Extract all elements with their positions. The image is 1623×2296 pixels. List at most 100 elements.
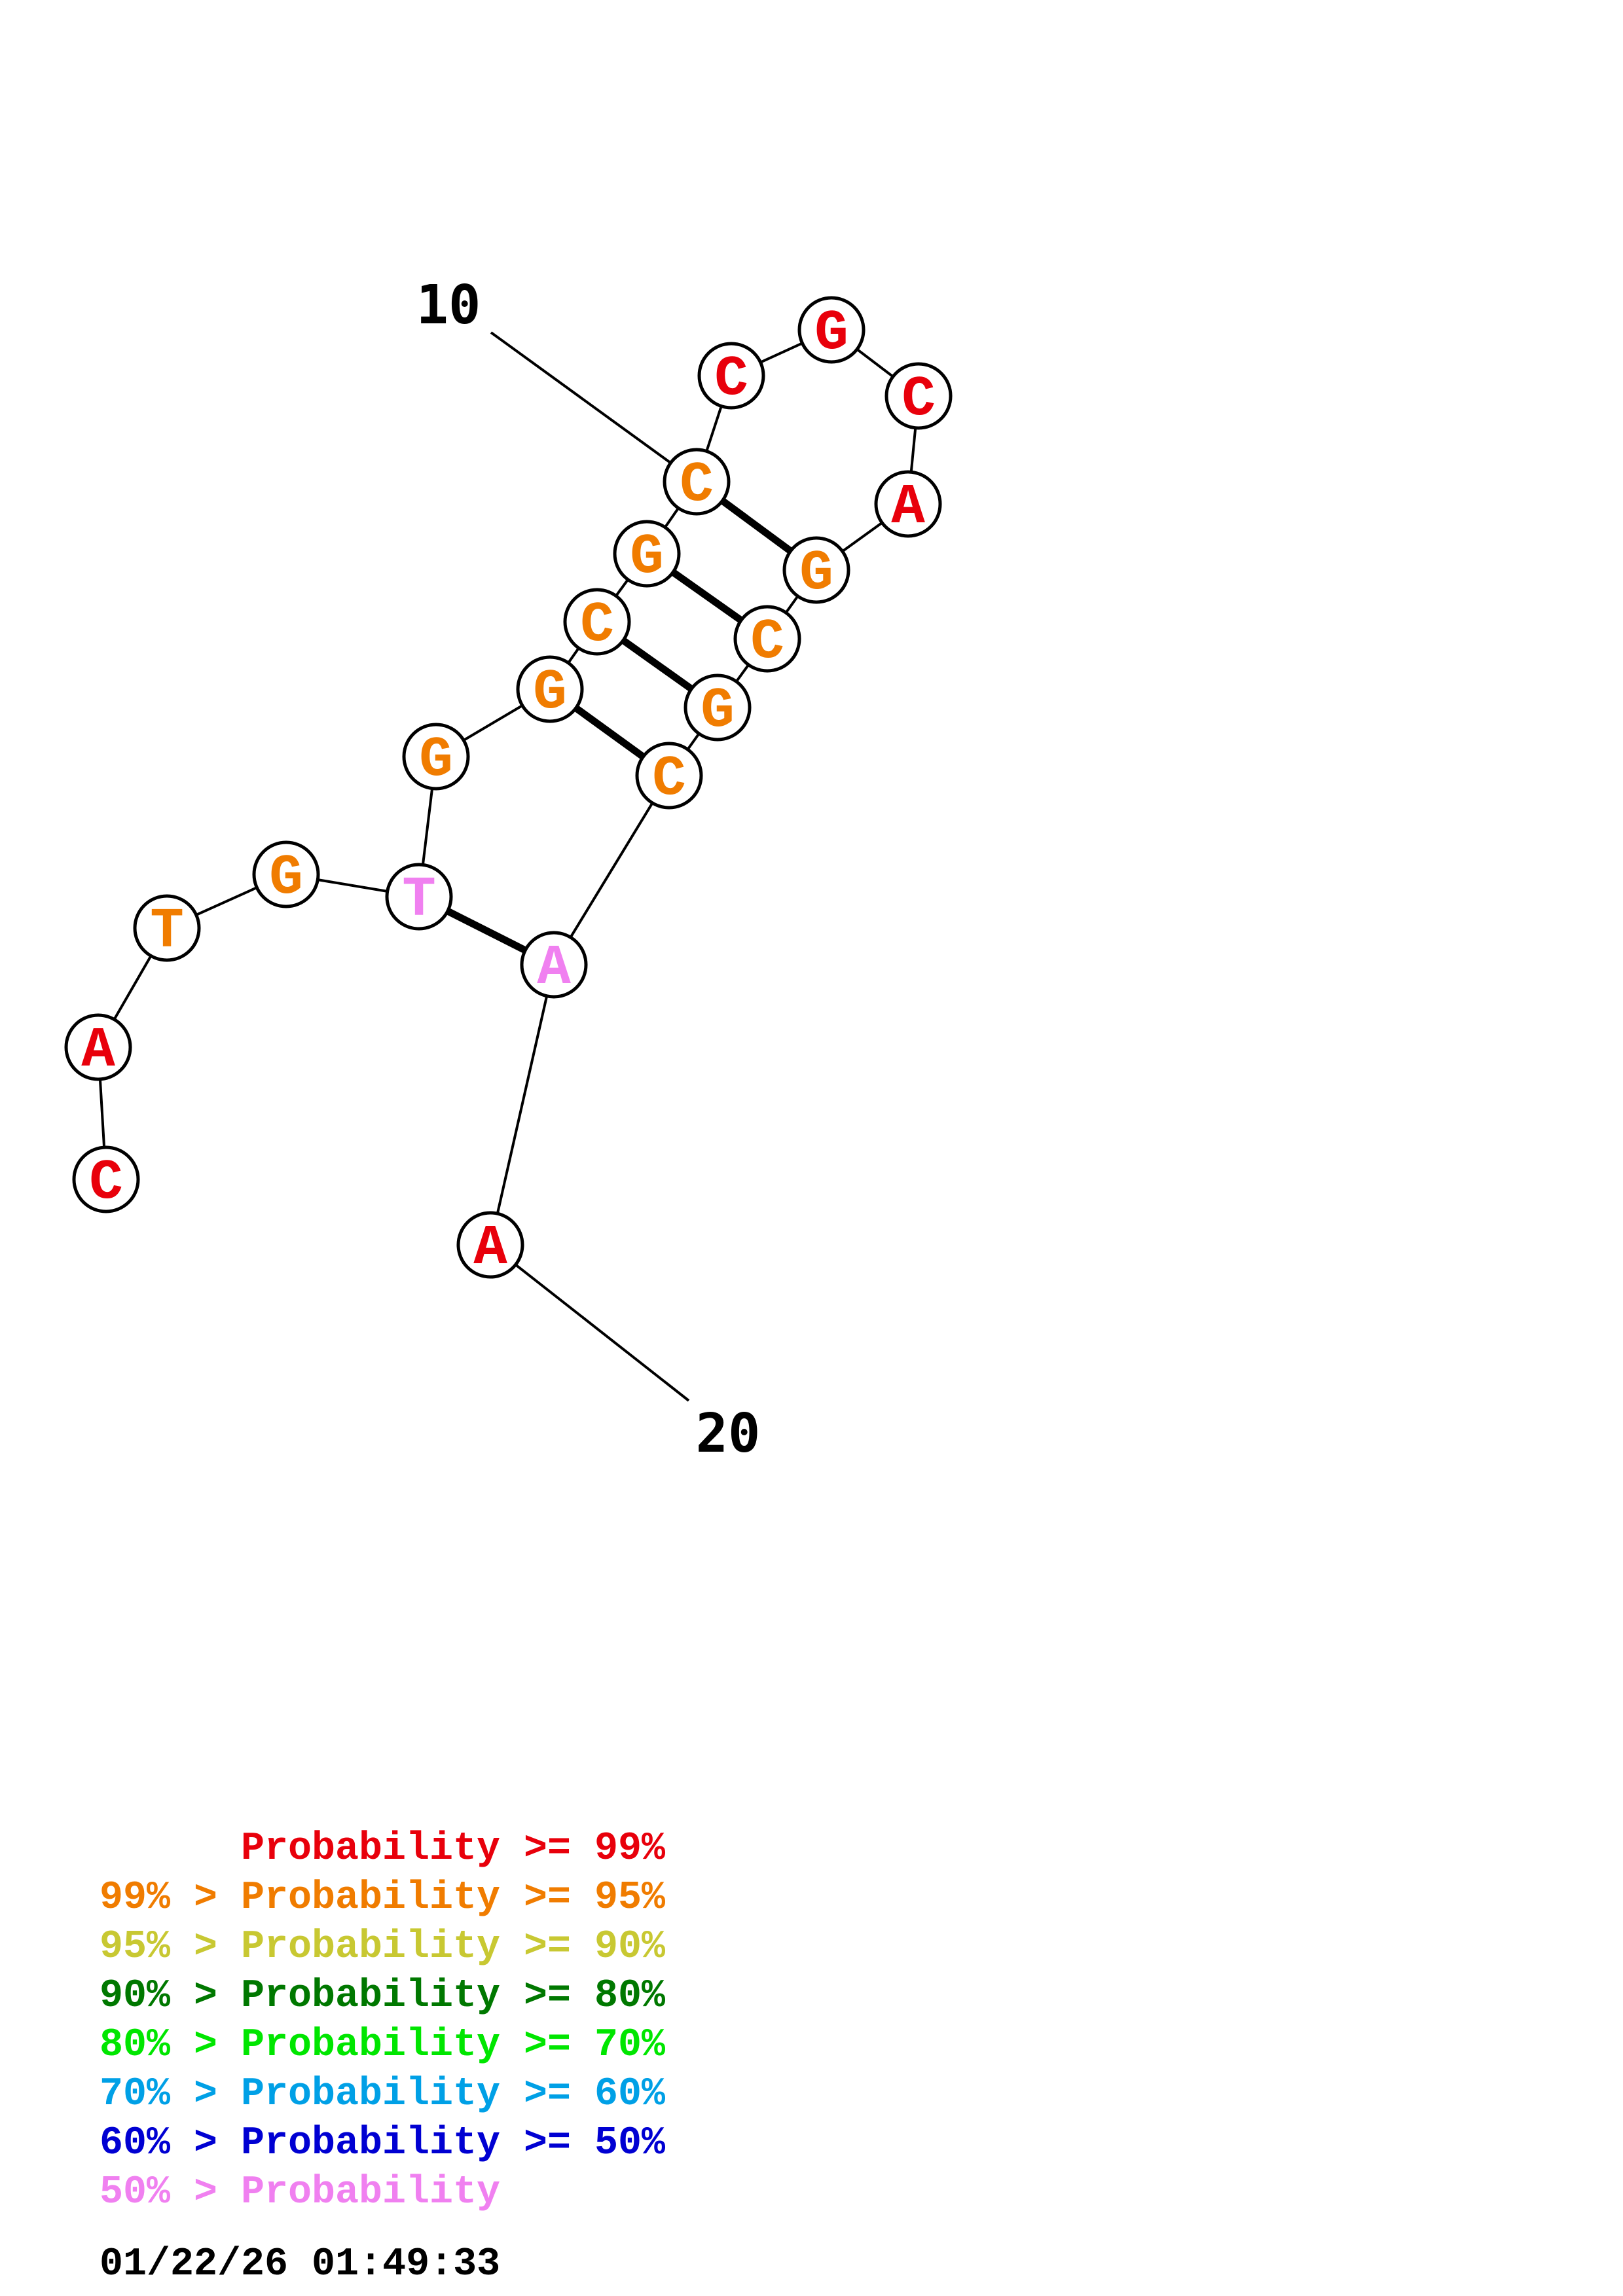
nucleotide-base: C [714, 347, 748, 411]
nucleotide-circle [563, 588, 631, 656]
nucleotide: C [697, 342, 765, 411]
nucleotide-base: C [750, 610, 784, 674]
nucleotide-base: C [902, 367, 936, 431]
nucleotide-circle [684, 673, 752, 742]
nucleotide: T [385, 863, 453, 932]
nucleotide-base: G [269, 846, 303, 910]
legend-suffix: >= 80% [524, 1974, 666, 2018]
probability-legend: Probability >= 99% 99% > Probability >= 95% 9… [100, 1827, 666, 2215]
nucleotide-base: A [891, 475, 925, 539]
nucleotide-base: G [814, 301, 848, 365]
tick-label: 20 [696, 1403, 761, 1465]
nucleotide-circle [64, 1013, 132, 1081]
legend-row: 50% > Probability [100, 2170, 500, 2215]
legend-prefix: 95% > [100, 1925, 217, 1969]
legend-label: Probability [241, 1974, 500, 2018]
legend-row: 60% > Probability >= 50% [100, 2121, 666, 2166]
nucleotide-circle [520, 931, 588, 999]
nucleotide-base: G [533, 660, 567, 725]
nucleotide: C [72, 1145, 140, 1215]
nucleotide: C [663, 448, 731, 517]
nucleotide-base: A [81, 1018, 115, 1083]
nucleotide: C [563, 588, 631, 657]
legend-row: 95% > Probability >= 90% [100, 1925, 666, 1969]
legend-row: 80% > Probability >= 70% [100, 2023, 666, 2068]
tick-labels: 10 20 [416, 274, 761, 1465]
nucleotide: G [782, 536, 850, 605]
nucleotide: G [402, 723, 470, 792]
legend-label: Probability [241, 1827, 500, 1871]
nucleotide-base: A [473, 1216, 507, 1280]
nucleotide: G [797, 296, 866, 365]
nucleotide-base: G [799, 541, 833, 605]
legend-prefix: 70% > [100, 2072, 217, 2117]
base-pair-bond [670, 569, 744, 624]
legend-label: Probability [241, 2121, 500, 2166]
legend-suffix: >= 50% [524, 2121, 666, 2166]
legend-label: Probability [241, 1925, 500, 1969]
tick-leader-line [515, 1263, 690, 1402]
nucleotide-circle [385, 863, 453, 931]
base-pairs [446, 497, 793, 954]
nucleotide-circle [402, 723, 470, 791]
base-pair-bond [574, 705, 646, 760]
nucleotide-base: G [419, 728, 453, 792]
backbone-segment [553, 774, 670, 966]
nucleotide-circle [874, 470, 942, 538]
nucleotide-circle [133, 894, 201, 962]
timestamp: 01/22/26 01:49:33 [100, 2242, 500, 2287]
legend-label: Probability [241, 2023, 500, 2068]
nucleotide-circle [884, 362, 953, 430]
nucleotide-circle [635, 742, 703, 810]
legend-row: 90% > Probability >= 80% [100, 1974, 666, 2018]
backbone-segment [489, 964, 555, 1246]
legend-prefix: 99% > [100, 1876, 217, 1920]
backbone [97, 329, 920, 1246]
nucleotide-circle [733, 605, 801, 673]
nucleotide-base: A [537, 936, 571, 1000]
legend-label: Probability [241, 1876, 500, 1920]
legend-label: Probability [241, 2170, 500, 2215]
nucleotide: T [133, 894, 201, 963]
legend-prefix: 90% > [100, 1974, 217, 2018]
nucleotide: G [613, 520, 681, 589]
tick-label: 10 [416, 274, 481, 336]
nucleotide-base: G [630, 525, 664, 589]
nucleotide: G [252, 840, 320, 910]
legend-row: 70% > Probability >= 60% [100, 2072, 666, 2117]
nucleotide: A [456, 1211, 524, 1280]
nucleotide-circle [456, 1211, 524, 1279]
legend-prefix: 80% > [100, 2023, 217, 2068]
nucleotide: G [684, 673, 752, 743]
nucleotide-base: G [701, 679, 735, 743]
nucleotide: A [520, 931, 588, 1000]
nucleotide-circle [782, 536, 850, 604]
base-pair-bond [621, 637, 694, 692]
nucleotide-base: C [652, 747, 686, 811]
nucleotide-circle [797, 296, 866, 364]
nucleotide: C [733, 605, 801, 674]
nucleotide-base: C [680, 453, 714, 517]
nucleotide-base: T [150, 899, 184, 963]
nucleotide: G [516, 655, 584, 725]
legend-row: Probability >= 99% [241, 1827, 666, 1871]
nucleotide-base: T [402, 868, 436, 932]
legend-prefix: 50% > [100, 2170, 217, 2215]
legend-prefix: 60% > [100, 2121, 217, 2166]
nucleotide: A [64, 1013, 132, 1083]
nucleotide-circle [252, 840, 320, 908]
nucleotide: A [874, 470, 942, 539]
base-pair-bond [446, 908, 527, 954]
legend-suffix: >= 70% [524, 2023, 666, 2068]
nucleotide: C [635, 742, 703, 811]
legend-label: Probability [241, 2072, 500, 2117]
nucleotide-circle [663, 448, 731, 516]
base-pair-bond [720, 497, 793, 554]
nucleotide: C [884, 362, 953, 431]
legend-suffix: >= 60% [524, 2072, 666, 2117]
nucleotide-circle [72, 1145, 140, 1213]
legend-suffix: >= 99% [524, 1827, 666, 1871]
legend-suffix: >= 95% [524, 1876, 666, 1920]
